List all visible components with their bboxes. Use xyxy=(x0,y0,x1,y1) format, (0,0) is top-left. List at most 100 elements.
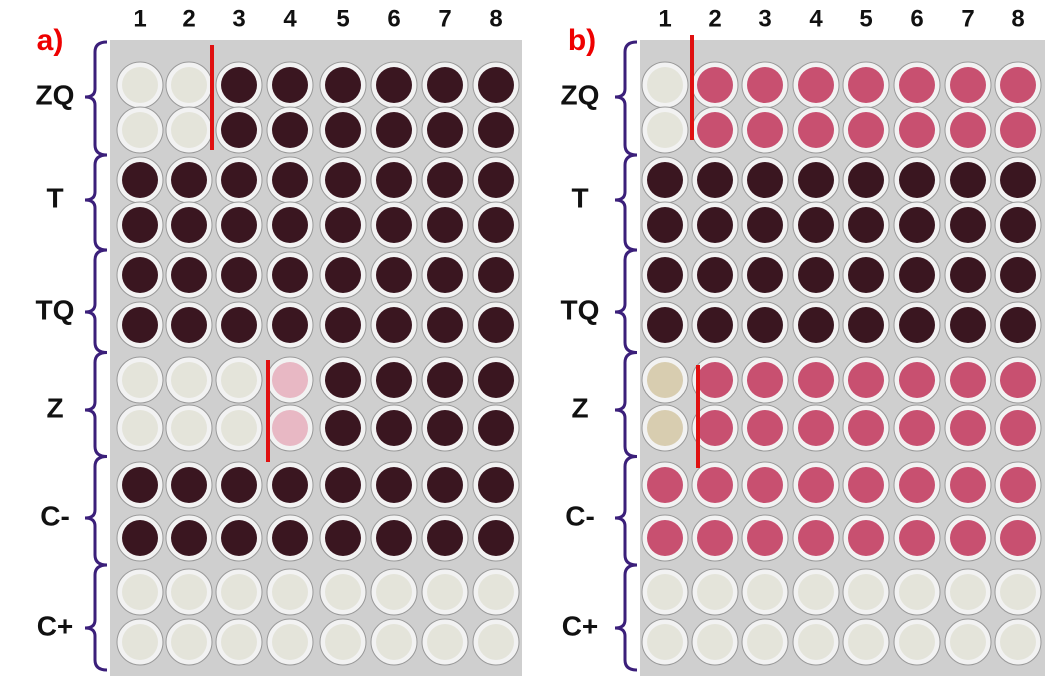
well xyxy=(747,467,783,503)
group-label: ZQ xyxy=(36,79,75,110)
well xyxy=(747,410,783,446)
well xyxy=(171,207,207,243)
figure: a)12345678ZQTTQZC-C+b)12345678ZQTTQZC-C+ xyxy=(0,0,1049,681)
column-label: 8 xyxy=(489,5,502,32)
well xyxy=(1000,207,1036,243)
well xyxy=(697,307,733,343)
brace xyxy=(615,42,637,155)
well xyxy=(798,207,834,243)
well xyxy=(798,67,834,103)
well xyxy=(950,112,986,148)
well xyxy=(1000,112,1036,148)
well xyxy=(272,467,308,503)
well xyxy=(171,257,207,293)
well xyxy=(1000,257,1036,293)
well xyxy=(747,257,783,293)
well xyxy=(325,162,361,198)
well xyxy=(272,410,308,446)
well xyxy=(376,307,412,343)
well xyxy=(647,112,683,148)
well xyxy=(122,624,158,660)
well xyxy=(647,362,683,398)
well xyxy=(697,467,733,503)
well xyxy=(427,520,463,556)
well xyxy=(899,574,935,610)
well xyxy=(122,307,158,343)
well xyxy=(798,574,834,610)
well xyxy=(848,520,884,556)
well xyxy=(848,624,884,660)
well xyxy=(376,362,412,398)
well xyxy=(798,257,834,293)
well xyxy=(647,67,683,103)
well xyxy=(848,410,884,446)
well xyxy=(122,257,158,293)
well xyxy=(478,467,514,503)
well xyxy=(272,207,308,243)
well xyxy=(221,307,257,343)
well xyxy=(376,467,412,503)
group-label: T xyxy=(46,182,63,213)
column-label: 1 xyxy=(658,5,671,32)
group-label: C- xyxy=(565,500,595,531)
well xyxy=(899,307,935,343)
column-label: 6 xyxy=(387,5,400,32)
brace xyxy=(85,565,107,670)
well xyxy=(221,207,257,243)
brace xyxy=(615,457,637,566)
brace xyxy=(85,353,107,457)
brace xyxy=(85,250,107,353)
well xyxy=(1000,574,1036,610)
column-label: 1 xyxy=(133,5,146,32)
well xyxy=(950,257,986,293)
well xyxy=(1000,307,1036,343)
well xyxy=(376,520,412,556)
well xyxy=(798,162,834,198)
well xyxy=(325,410,361,446)
well xyxy=(848,67,884,103)
well xyxy=(848,162,884,198)
well xyxy=(376,162,412,198)
well xyxy=(427,624,463,660)
well xyxy=(427,362,463,398)
well xyxy=(272,520,308,556)
well xyxy=(950,410,986,446)
well xyxy=(1000,362,1036,398)
column-label: 3 xyxy=(232,5,245,32)
well xyxy=(848,467,884,503)
well xyxy=(171,307,207,343)
well xyxy=(427,67,463,103)
brace xyxy=(85,155,107,250)
well xyxy=(427,257,463,293)
column-label: 7 xyxy=(438,5,451,32)
well xyxy=(950,207,986,243)
well xyxy=(272,162,308,198)
well xyxy=(697,574,733,610)
well xyxy=(171,520,207,556)
group-label: T xyxy=(571,182,588,213)
well xyxy=(325,574,361,610)
column-label: 5 xyxy=(336,5,349,32)
well xyxy=(427,410,463,446)
well xyxy=(1000,67,1036,103)
well xyxy=(798,112,834,148)
well xyxy=(272,112,308,148)
group-label: C+ xyxy=(562,610,599,641)
well xyxy=(376,624,412,660)
well xyxy=(122,112,158,148)
well xyxy=(647,410,683,446)
well xyxy=(272,67,308,103)
well xyxy=(950,574,986,610)
well xyxy=(647,520,683,556)
well xyxy=(798,467,834,503)
well xyxy=(747,624,783,660)
well xyxy=(1000,162,1036,198)
well xyxy=(221,162,257,198)
well xyxy=(747,307,783,343)
well xyxy=(478,207,514,243)
well xyxy=(747,574,783,610)
well xyxy=(747,112,783,148)
well xyxy=(950,520,986,556)
well xyxy=(747,207,783,243)
well xyxy=(122,467,158,503)
